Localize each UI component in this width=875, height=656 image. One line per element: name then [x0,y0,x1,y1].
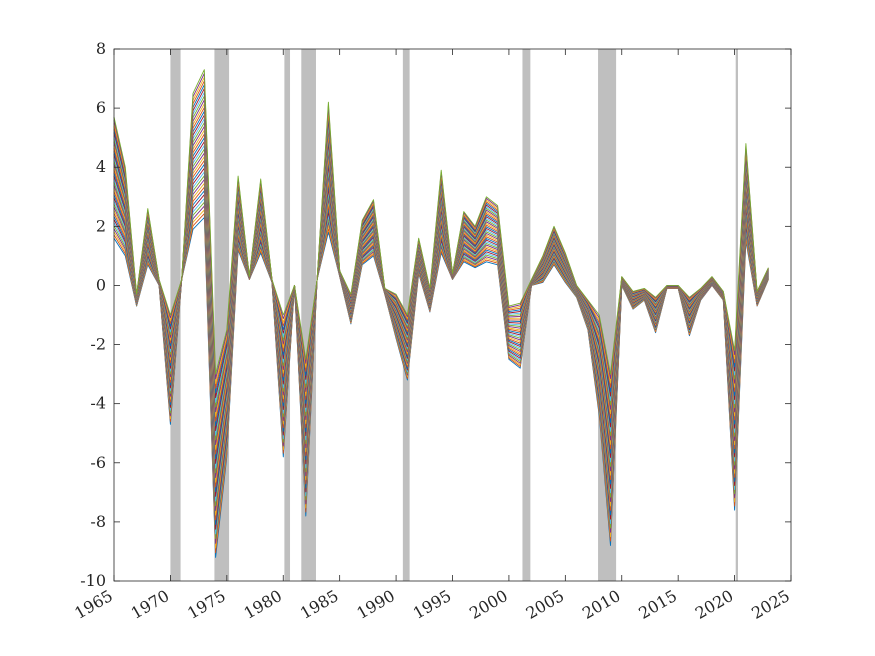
y-tick-label: 0 [96,275,106,294]
x-tick-label: 2020 [692,586,737,623]
y-tick-label: -8 [90,512,106,531]
x-tick-label: 1975 [184,586,229,623]
x-tick-label: 1990 [353,586,398,623]
y-tick-label: -6 [90,453,106,472]
y-tick-label: -4 [90,394,106,413]
series-line-40 [113,69,769,375]
x-tick-label: 1980 [240,586,285,623]
x-tick-label: 2005 [523,586,568,623]
x-tick-label: 2025 [748,586,793,623]
x-tick-label: 2000 [466,586,511,623]
x-tick-label: 1965 [71,586,116,623]
y-tick-label: 4 [96,157,106,176]
y-tick-label: 6 [96,98,106,117]
x-tick-label: 1970 [128,586,173,623]
y-tick-label: -10 [80,571,106,590]
x-tick-label: 2010 [579,586,624,623]
x-tick-label: 2015 [635,586,680,623]
x-tick-label: 1985 [297,586,342,623]
y-axis: -10 -8 -6 -4 -2 0 2 4 6 8 [80,39,791,590]
y-tick-label: 2 [96,216,106,235]
y-tick-label: -2 [90,335,106,354]
y-tick-label: 8 [96,39,106,58]
x-tick-label: 1995 [410,586,455,623]
series-lines [113,69,769,558]
